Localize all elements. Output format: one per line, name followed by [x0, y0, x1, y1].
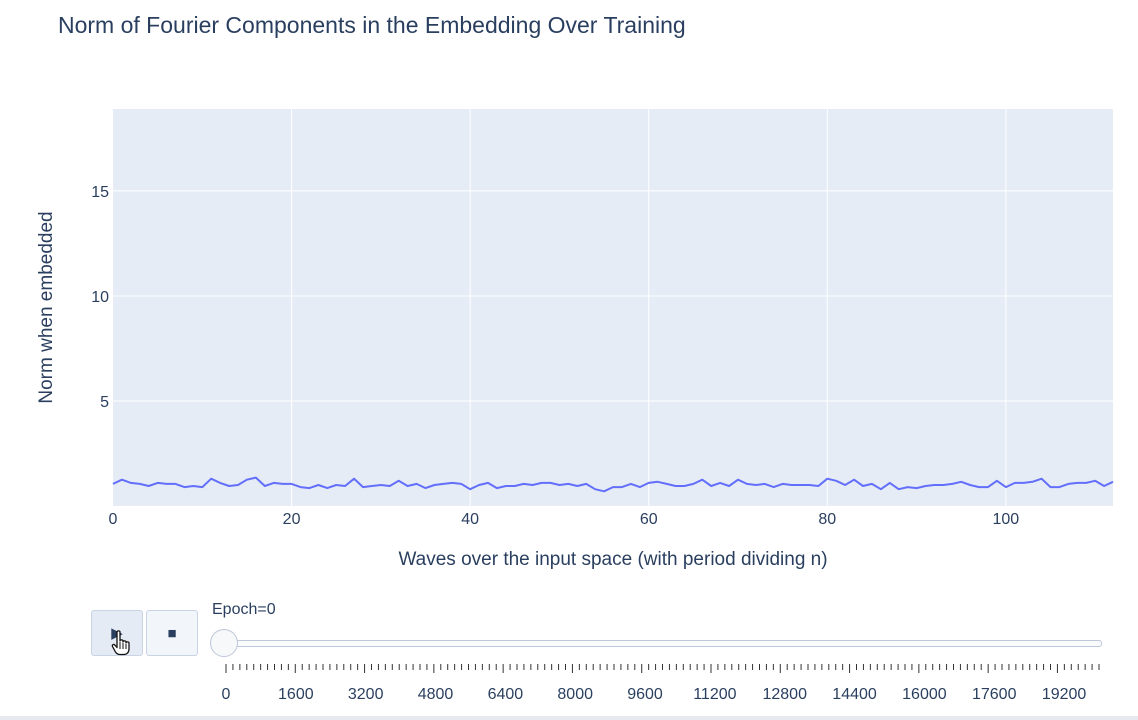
- epoch-slider-handle[interactable]: [210, 629, 238, 657]
- x-tick-label: 20: [283, 511, 301, 528]
- series-line: [112, 476, 1114, 493]
- slider-tick-label: 8000: [557, 686, 593, 703]
- y-tick-label: 10: [91, 289, 109, 306]
- x-tick-label: 0: [109, 511, 118, 528]
- x-axis-label: Waves over the input space (with period …: [398, 549, 827, 570]
- x-tick-label: 100: [993, 511, 1020, 528]
- y-axis-label: Norm when embedded: [36, 211, 57, 403]
- animation-controls: ▶ ■ Epoch=0: [91, 601, 1131, 718]
- slider-current-value: Epoch=0: [212, 601, 276, 618]
- plot-area: [113, 109, 1113, 506]
- slider-tick-label: 19200: [1042, 686, 1087, 703]
- epoch-slider-track[interactable]: [215, 640, 1102, 647]
- y-tick-label: 15: [91, 184, 109, 201]
- stop-icon: ■: [167, 624, 177, 642]
- slider-tick-label: 4800: [418, 686, 454, 703]
- slider-tick-label: 6400: [488, 686, 524, 703]
- slider-tick-label: 3200: [348, 686, 384, 703]
- x-tick-label: 80: [818, 511, 836, 528]
- slider-tick-label: 0: [222, 686, 231, 703]
- slider-tick-label: 9600: [627, 686, 663, 703]
- chart-title: Norm of Fourier Components in the Embedd…: [58, 12, 686, 38]
- slider-tick-label: 16000: [902, 686, 947, 703]
- slider-tick-label: 1600: [278, 686, 314, 703]
- slider-tick-label: 17600: [972, 686, 1017, 703]
- x-tick-label: 60: [640, 511, 658, 528]
- hand-cursor-icon: [111, 630, 130, 656]
- slider-tick-label: 11200: [693, 686, 736, 703]
- stop-button[interactable]: ■: [146, 610, 198, 656]
- y-tick-label: 5: [100, 394, 109, 411]
- x-tick-label: 40: [461, 511, 479, 528]
- slider-tick-label: 14400: [832, 686, 877, 703]
- slider-tick-label: 12800: [762, 686, 807, 703]
- divider: [0, 716, 1138, 720]
